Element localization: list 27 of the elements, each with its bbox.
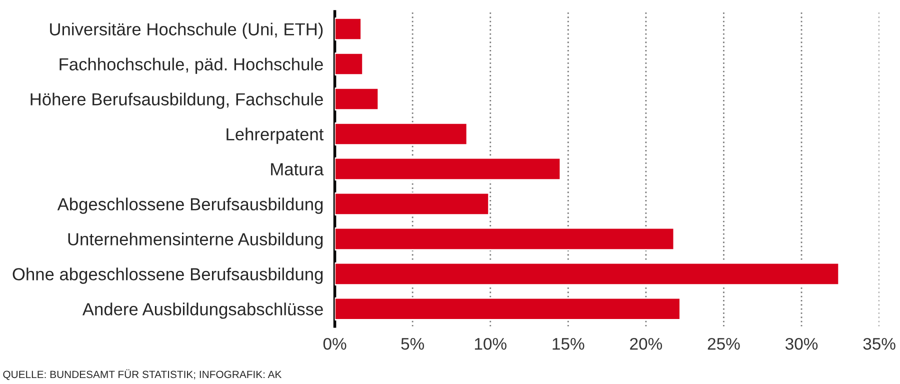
- bar: [334, 157, 562, 180]
- x-tick-label: 5%: [401, 338, 424, 350]
- bar: [334, 87, 380, 111]
- bar: [334, 17, 362, 41]
- y-tick-label: Höhere Berufsausbildung, Fachschule: [30, 92, 323, 109]
- source-note: QUELLE: BUNDESAMT FÜR STATISTIK; INFOGRAFIK: AK: [3, 369, 282, 380]
- x-tick-label: 15%: [552, 338, 584, 350]
- y-tick-label: Unternehmensinterne Ausbildung: [68, 232, 323, 249]
- bar: [334, 52, 364, 76]
- bar: [334, 192, 490, 216]
- x-tick-label: 10%: [474, 338, 506, 350]
- x-tick-label: 20%: [630, 338, 662, 350]
- y-tick-label: Ohne abgeschlossene Berufsausbildung: [12, 268, 323, 284]
- bar: [334, 122, 468, 146]
- y-tick-label: Andere Ausbildungsabschlüsse: [82, 302, 323, 319]
- y-tick-label: Fachhochschule, päd. Hochschule: [60, 58, 323, 74]
- x-tick-label: 25%: [708, 338, 740, 350]
- bar: [334, 227, 675, 250]
- x-tick-label: 35%: [863, 338, 896, 350]
- y-tick-label: Matura: [271, 163, 324, 176]
- bar: [334, 262, 840, 286]
- x-tick-label: 30%: [785, 338, 818, 350]
- y-tick-label: Abgeschlossene Berufsausbildung: [57, 198, 323, 214]
- y-tick-label: Universitäre Hochschule (Uni, ETH): [50, 22, 323, 39]
- x-tick-label: 0%: [323, 338, 346, 350]
- y-tick-label: Lehrerpatent: [226, 128, 324, 144]
- bar: [334, 297, 681, 320]
